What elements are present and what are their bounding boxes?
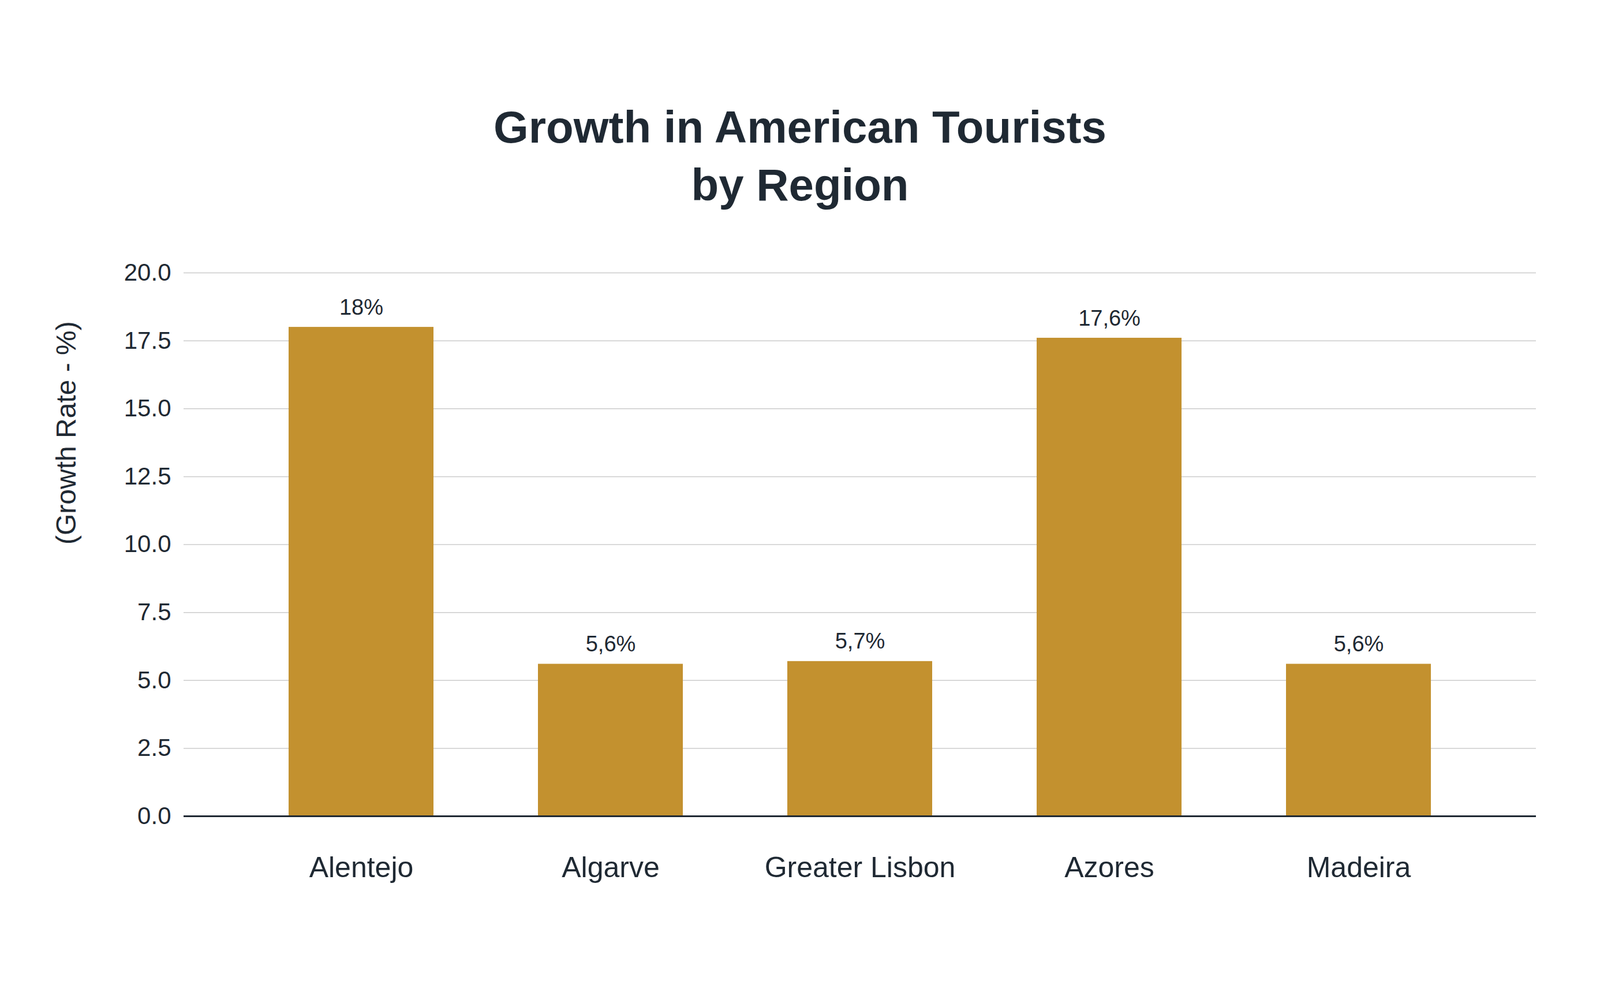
svg-text:Greater Lisbon: Greater Lisbon — [764, 850, 956, 884]
svg-text:Madeira: Madeira — [1306, 850, 1412, 884]
svg-text:0.0: 0.0 — [137, 801, 171, 829]
svg-text:Alentejo: Alentejo — [309, 850, 414, 884]
svg-text:17,6%: 17,6% — [1078, 305, 1141, 331]
html-text:Growth in American Tourists by: Growth in American Tourists by Region — [493, 101, 1107, 211]
svg-text:Algarve: Algarve — [561, 850, 660, 884]
svg-text:5.0: 5.0 — [137, 666, 171, 694]
svg-text:15.0: 15.0 — [124, 394, 172, 422]
svg-text:5,6%: 5,6% — [585, 631, 637, 656]
svg-text:20.0: 20.0 — [124, 258, 172, 286]
svg-text:2.5: 2.5 — [137, 733, 171, 761]
svg-text:7.5: 7.5 — [137, 597, 171, 626]
svg-text:17.5: 17.5 — [124, 326, 172, 354]
svg-text:18%: 18% — [339, 294, 384, 320]
svg-text:5,6%: 5,6% — [1333, 631, 1385, 656]
svg-text:5,7%: 5,7% — [835, 628, 886, 653]
svg-text:12.5: 12.5 — [124, 462, 172, 490]
svg-text:(Growth Rate - %): (Growth Rate - %) — [50, 320, 82, 545]
svg-text:10.0: 10.0 — [124, 529, 172, 557]
svg-text:Azores: Azores — [1064, 850, 1155, 884]
